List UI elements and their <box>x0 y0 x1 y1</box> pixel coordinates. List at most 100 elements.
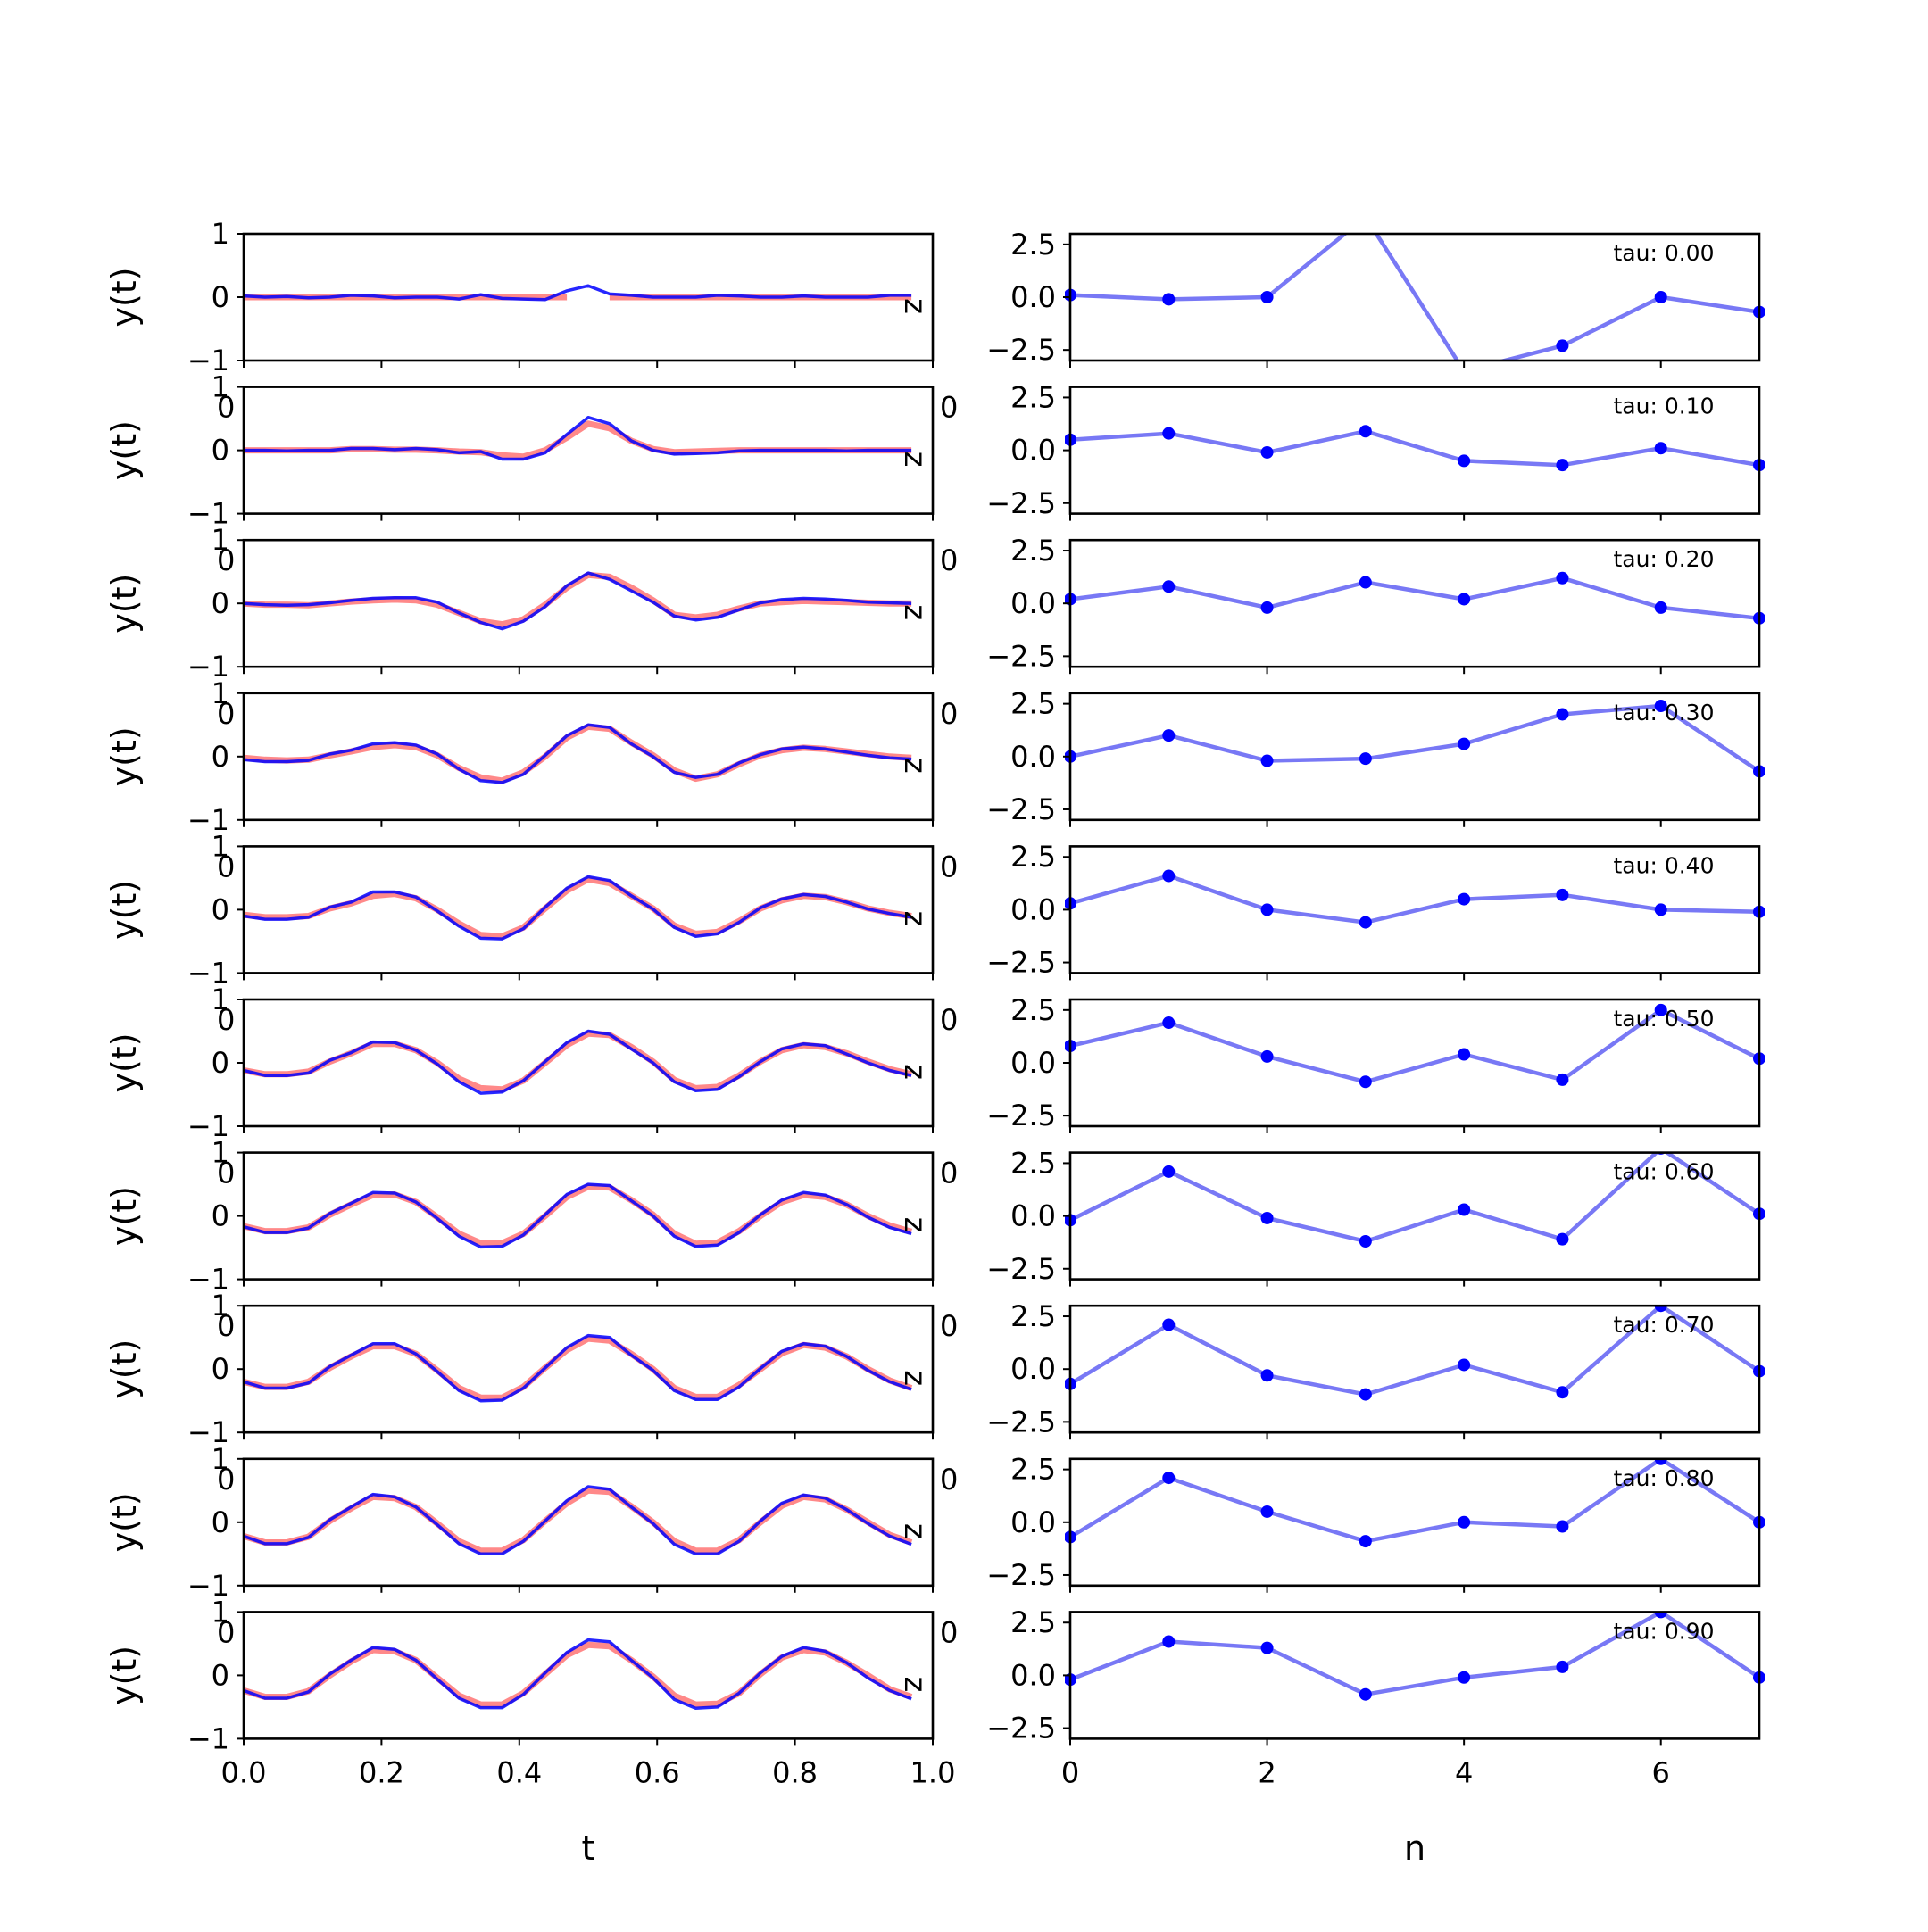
tau-label: tau: 0.20 <box>1613 546 1714 572</box>
n-series-point <box>1260 1211 1274 1224</box>
n-series-point <box>1359 1075 1372 1089</box>
stray-zero-glyph: 0 <box>940 1309 958 1343</box>
n-series-point <box>1162 869 1176 883</box>
y-tick-label: −2.5 <box>986 1712 1056 1745</box>
n-series-point <box>1556 339 1569 352</box>
reference-series-line <box>244 1183 913 1248</box>
y-tick-label: 0.0 <box>1010 1505 1056 1539</box>
reference-series-line <box>244 723 912 784</box>
tau-label: tau: 0.40 <box>1613 852 1714 878</box>
n-series-point <box>1260 1641 1274 1654</box>
y-tick-label: 1 <box>212 1595 229 1629</box>
stray-zero-glyph: 0 <box>940 850 958 883</box>
prediction-series-line <box>244 284 912 302</box>
x-tick-label: 1.0 <box>910 1755 956 1789</box>
n-series-point <box>1260 754 1274 767</box>
n-series-point <box>1162 1472 1176 1485</box>
y-tick-label: 0 <box>212 280 229 314</box>
y-tick-label: 0 <box>212 434 229 468</box>
n-series-point <box>1260 291 1274 303</box>
y-tick-label: −2.5 <box>986 1405 1056 1439</box>
n-series-point <box>1556 708 1569 721</box>
y-tick-label: −2.5 <box>986 1558 1056 1592</box>
stray-z-glyph: z <box>897 1523 933 1539</box>
tau-label: tau: 0.80 <box>1613 1465 1714 1491</box>
tau-label: tau: 0.00 <box>1613 240 1714 266</box>
stray-zero-glyph: 0 <box>217 1463 235 1497</box>
stray-z-glyph: z <box>897 1217 933 1233</box>
y-tick-label: −2.5 <box>986 792 1056 826</box>
stray-zero-glyph: 0 <box>217 1157 235 1190</box>
y-tick-label: 2.5 <box>1010 840 1056 874</box>
prediction-series-line <box>244 1182 912 1249</box>
y-tick-label: 0.0 <box>1010 1658 1056 1692</box>
y-tick-label: −2.5 <box>986 1099 1056 1132</box>
reference-series-line <box>244 1641 913 1708</box>
y-axis-label: y(t) <box>104 1339 144 1399</box>
n-series-point <box>1162 580 1176 593</box>
n-series-point <box>1260 445 1274 459</box>
prediction-series-line <box>244 571 912 631</box>
y-tick-label: −2.5 <box>986 639 1056 673</box>
n-series-point <box>1359 576 1372 589</box>
y-tick-label: −1 <box>187 1721 229 1755</box>
x-axis-label: t <box>582 1828 595 1868</box>
left-plot-frame <box>242 845 935 974</box>
n-series-point <box>1654 442 1667 455</box>
y-tick-label: −1 <box>187 956 229 990</box>
y-tick-label: 0 <box>212 1505 229 1539</box>
y-axis-label: y(t) <box>104 1186 144 1246</box>
y-tick-label: 2.5 <box>1010 687 1056 721</box>
stray-zero-glyph: 0 <box>940 697 958 731</box>
y-tick-label: −1 <box>187 497 229 531</box>
y-tick-label: 1 <box>212 523 229 557</box>
y-tick-label: 0 <box>212 892 229 926</box>
tau-label: tau: 0.50 <box>1613 1006 1714 1032</box>
n-series-point <box>1556 1386 1569 1399</box>
y-axis-label: y(t) <box>104 1646 144 1705</box>
n-series-line <box>1069 703 1761 774</box>
x-tick-label: 0.0 <box>221 1755 267 1789</box>
stray-z-glyph: z <box>897 758 933 774</box>
n-series-point <box>1458 593 1471 606</box>
n-series-point <box>1260 1049 1274 1063</box>
stray-z-glyph: z <box>897 1676 933 1692</box>
stray-z-glyph: z <box>897 604 933 620</box>
y-tick-label: −1 <box>187 1415 229 1449</box>
n-series-point <box>1458 737 1471 750</box>
y-tick-label: 2.5 <box>1010 228 1056 261</box>
y-tick-label: 0 <box>212 1658 229 1692</box>
y-tick-label: 2.5 <box>1010 534 1056 568</box>
stray-zero-glyph: 0 <box>217 1309 235 1343</box>
y-axis-label: y(t) <box>104 267 144 327</box>
x-tick-label: 2 <box>1258 1755 1276 1789</box>
stray-zero-glyph: 0 <box>217 697 235 731</box>
n-series-point <box>1458 1203 1471 1216</box>
prediction-series-line <box>244 1485 912 1556</box>
n-series-point <box>1654 291 1667 303</box>
y-axis-label: y(t) <box>104 420 144 480</box>
y-tick-label: 2.5 <box>1010 1299 1056 1333</box>
stray-zero-glyph: 0 <box>217 1615 235 1649</box>
n-series-point <box>1556 571 1569 585</box>
y-tick-label: −1 <box>187 344 229 377</box>
left-plot-frame <box>242 1151 935 1281</box>
y-tick-label: −2.5 <box>986 1252 1056 1286</box>
y-tick-label: −1 <box>187 1569 229 1603</box>
y-tick-label: 1 <box>212 1289 229 1323</box>
n-series-line <box>1069 1007 1760 1084</box>
n-series-point <box>1162 1016 1176 1030</box>
left-plot-frame <box>242 1304 935 1434</box>
n-series-point <box>1458 892 1471 906</box>
y-tick-label: 1 <box>212 217 229 251</box>
y-axis-label: y(t) <box>104 880 144 940</box>
tau-label: tau: 0.60 <box>1613 1159 1714 1185</box>
y-tick-label: 0 <box>212 740 229 774</box>
left-plot-frame <box>242 1457 935 1588</box>
y-axis-label: y(t) <box>104 1492 144 1552</box>
n-series-line <box>1069 234 1760 361</box>
n-series-point <box>1359 1388 1372 1401</box>
n-series-point <box>1359 1535 1372 1548</box>
